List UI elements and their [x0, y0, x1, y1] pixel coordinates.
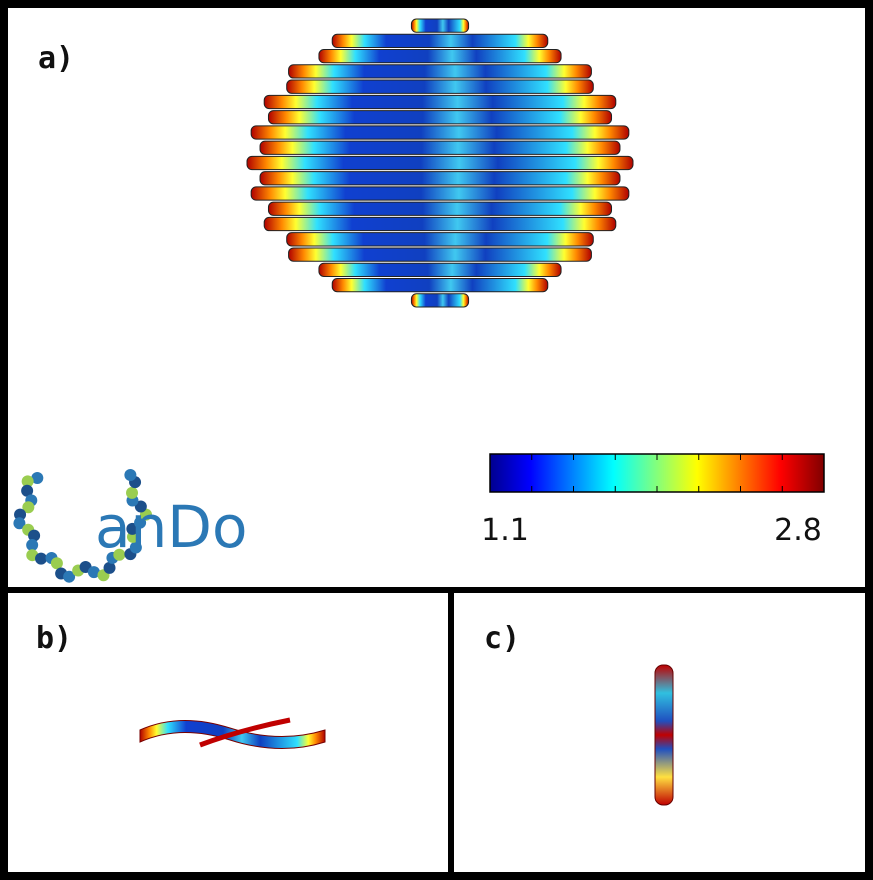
strand — [332, 278, 548, 291]
strand — [268, 111, 611, 124]
strand — [251, 126, 629, 139]
panel-label: c) — [484, 621, 520, 656]
strand — [287, 233, 594, 246]
strand — [289, 65, 592, 78]
strand — [260, 172, 620, 185]
helix-bead — [51, 557, 63, 569]
panel-label: a) — [38, 41, 74, 76]
helix-bead — [35, 553, 47, 565]
strand — [287, 80, 594, 93]
structure-c — [655, 665, 673, 805]
strand — [264, 217, 616, 230]
strand — [289, 248, 592, 261]
logo-text: anDo — [95, 493, 247, 561]
figure: a) b) c) anDo 1.1 2.8 — [0, 0, 873, 880]
strand — [260, 141, 620, 154]
strand — [247, 156, 633, 169]
strand — [411, 294, 468, 307]
colorbar-label: 2.8 — [774, 513, 822, 548]
strand — [319, 50, 561, 63]
helix-bead — [124, 469, 136, 481]
strand — [268, 202, 611, 215]
strand — [264, 95, 616, 108]
structure-b — [140, 720, 325, 749]
panel-label: b) — [36, 621, 72, 656]
strand — [332, 34, 548, 47]
structure-a — [247, 19, 633, 307]
strand — [411, 19, 468, 32]
strand — [251, 187, 629, 200]
strand — [319, 263, 561, 276]
colorbar-label: 1.1 — [481, 513, 529, 548]
